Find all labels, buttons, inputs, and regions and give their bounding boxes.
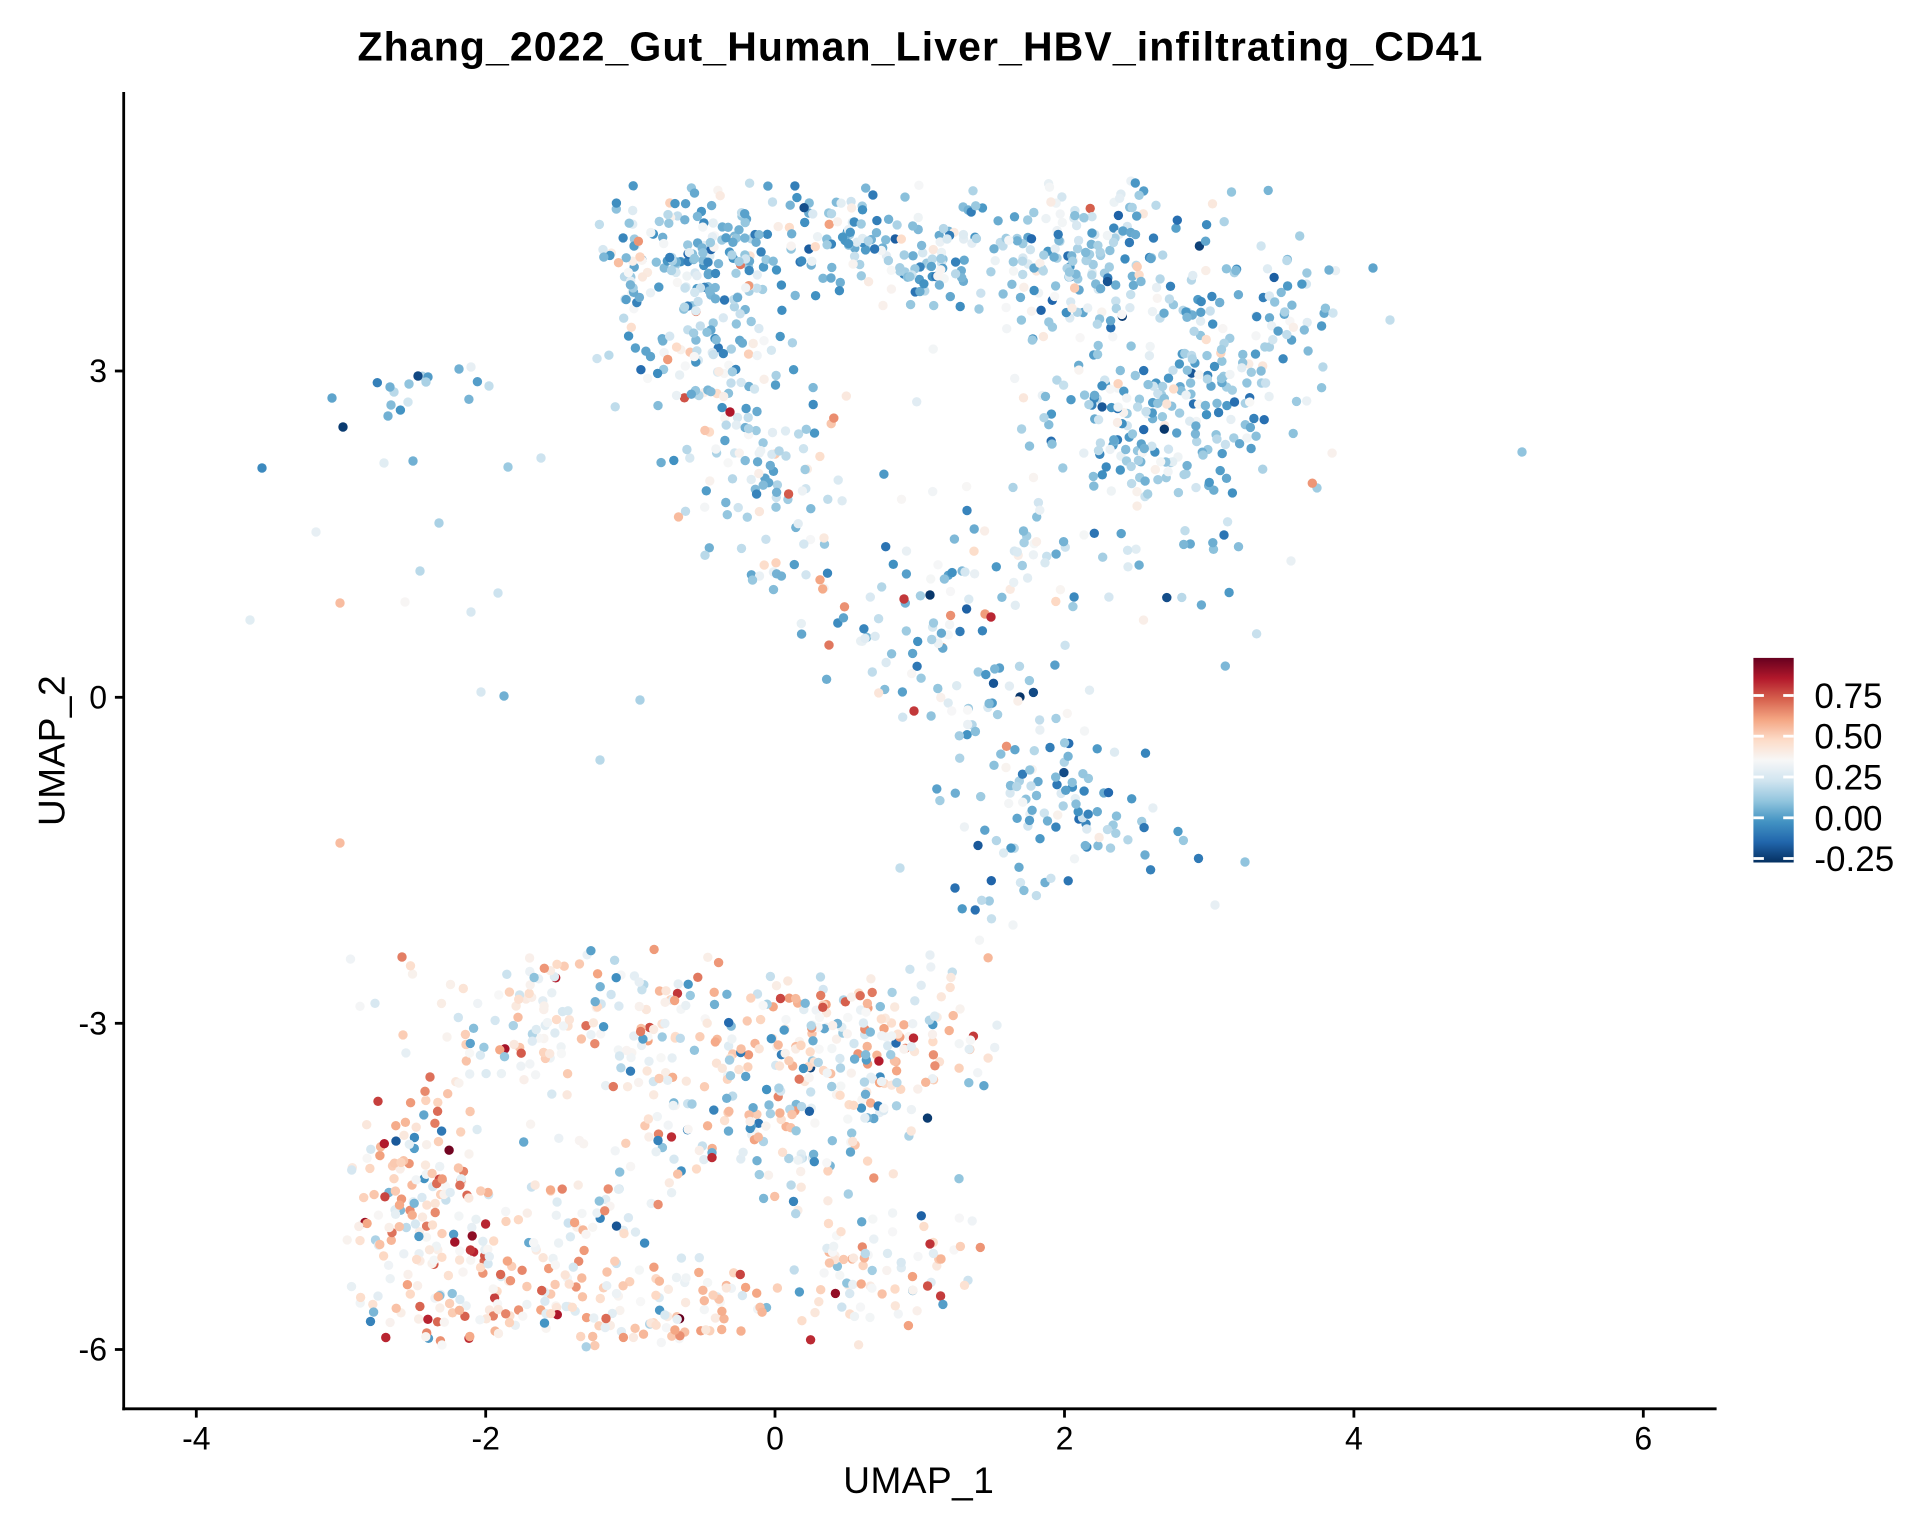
svg-text:0.75: 0.75 xyxy=(1814,677,1882,716)
svg-text:-2: -2 xyxy=(471,1421,499,1457)
svg-text:Zhang_2022_Gut_Human_Liver_HBV: Zhang_2022_Gut_Human_Liver_HBV_infiltrat… xyxy=(358,24,1484,70)
svg-text:UMAP_1: UMAP_1 xyxy=(843,1460,994,1501)
svg-text:0: 0 xyxy=(89,679,107,715)
svg-text:2: 2 xyxy=(1056,1421,1074,1457)
svg-text:0.00: 0.00 xyxy=(1814,799,1882,838)
svg-text:-3: -3 xyxy=(79,1005,107,1041)
svg-text:0: 0 xyxy=(766,1421,784,1457)
svg-text:-4: -4 xyxy=(182,1421,210,1457)
svg-text:0.25: 0.25 xyxy=(1814,759,1882,798)
svg-text:3: 3 xyxy=(89,353,107,389)
svg-text:-0.25: -0.25 xyxy=(1814,840,1894,879)
svg-text:4: 4 xyxy=(1345,1421,1363,1457)
svg-text:6: 6 xyxy=(1634,1421,1652,1457)
svg-text:-6: -6 xyxy=(79,1332,107,1368)
svg-text:0.50: 0.50 xyxy=(1814,718,1882,757)
svg-text:UMAP_2: UMAP_2 xyxy=(32,675,73,826)
